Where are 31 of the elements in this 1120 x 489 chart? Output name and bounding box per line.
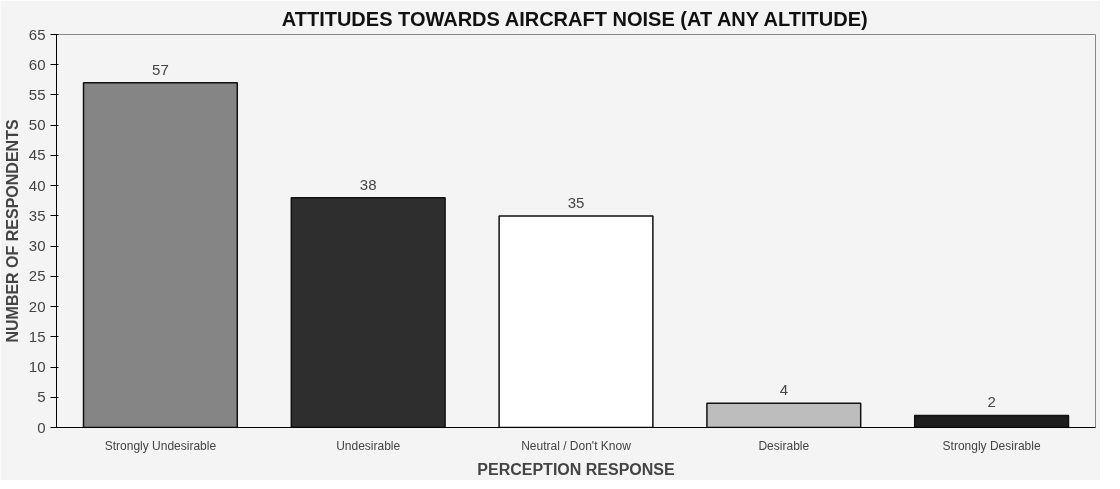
data-label: 4 <box>779 381 788 399</box>
x-tick-label: Strongly Undesirable <box>104 438 217 453</box>
bar <box>706 402 862 428</box>
y-tick-label: 25 <box>28 267 46 285</box>
y-tick-label: 45 <box>28 146 46 164</box>
y-tick-label: 20 <box>28 297 46 315</box>
y-axis-title: NUMBER OF RESPONDENTS <box>3 119 21 343</box>
y-tick-label: 30 <box>28 237 46 255</box>
bar <box>913 414 1070 428</box>
data-label: 38 <box>359 175 377 193</box>
y-tick-label: 15 <box>28 327 46 345</box>
data-label: 57 <box>152 60 169 78</box>
y-tick-label: 10 <box>28 358 46 376</box>
y-tick-label: 65 <box>28 25 46 43</box>
y-tick-label: 0 <box>37 418 46 436</box>
x-tick-label: Undesirable <box>336 438 401 453</box>
x-axis-title: PERCEPTION RESPONSE <box>477 460 676 478</box>
y-tick-label: 50 <box>28 116 46 134</box>
chart-title: ATTITUDES TOWARDS AIRCRAFT NOISE (AT ANY ALTITUDE) <box>281 7 868 30</box>
y-tick-label: 35 <box>28 206 46 224</box>
x-tick-label: Neutral / Don't Know <box>521 438 632 453</box>
bar <box>82 82 239 428</box>
x-tick-label: Strongly Desirable <box>942 438 1041 453</box>
y-tick-label: 60 <box>28 55 46 73</box>
x-tick-label: Desirable <box>758 438 810 453</box>
data-label: 2 <box>987 393 996 411</box>
y-tick-label: 40 <box>28 176 46 194</box>
y-tick-label: 5 <box>37 388 46 406</box>
bar <box>290 197 446 428</box>
y-tick-label: 55 <box>28 85 46 103</box>
data-label: 35 <box>567 193 585 211</box>
